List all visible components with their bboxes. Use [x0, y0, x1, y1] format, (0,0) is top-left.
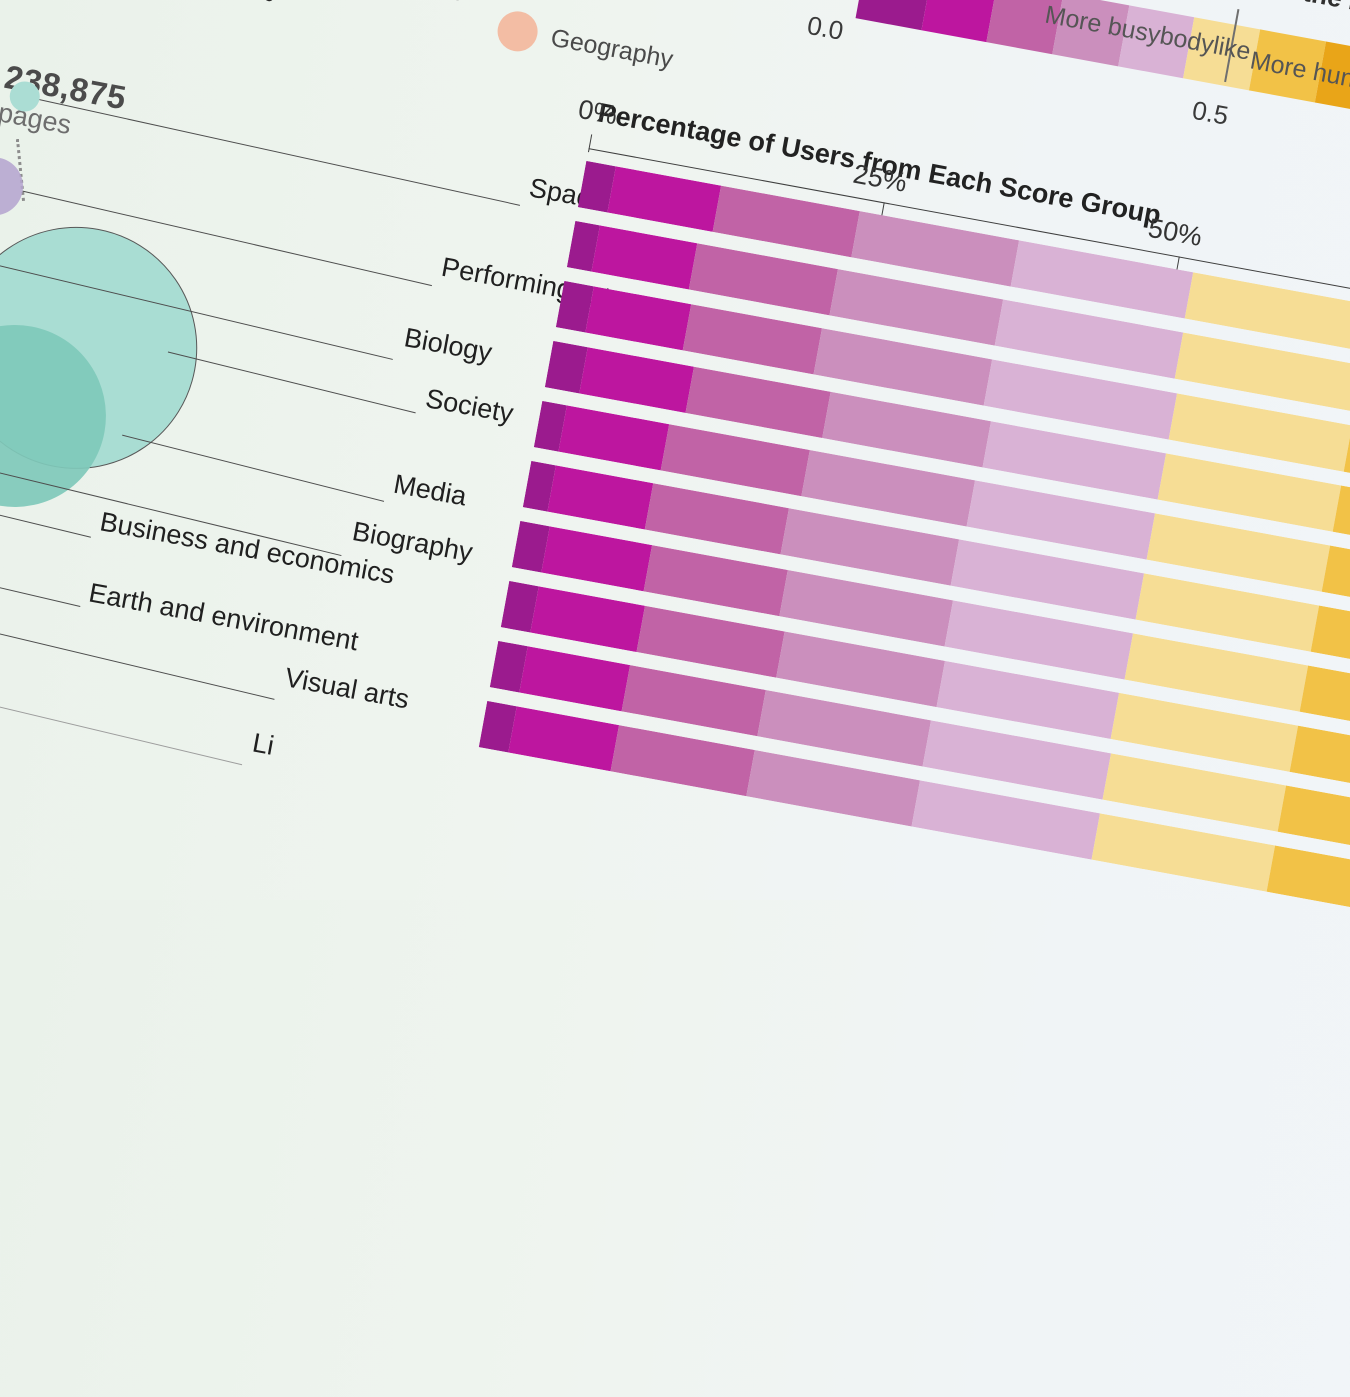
bar-segment	[529, 586, 645, 652]
bar-segment	[610, 724, 755, 797]
geography-dot	[494, 8, 541, 55]
bar-segment	[682, 304, 823, 375]
category-label-visual-arts[interactable]: Visual arts	[282, 662, 412, 715]
bar-segment	[1277, 785, 1350, 850]
bar-segment	[607, 166, 721, 232]
bar-segment	[540, 526, 652, 592]
bar-segment	[636, 605, 786, 678]
x-axis-tick-label-0: 0%	[575, 93, 620, 131]
bar-segment	[712, 185, 860, 258]
bar-segment	[585, 286, 691, 351]
bar-segment	[1299, 665, 1350, 730]
legend-item-geography[interactable]: Geography	[494, 8, 676, 79]
bar-segment	[1289, 725, 1350, 790]
infographic-canvas: ...egories History and society Culture G…	[0, 0, 1350, 900]
x-axis-tick-label-50: 50%	[1145, 212, 1205, 253]
legend-item-label: Geography	[548, 23, 676, 74]
bar-segment	[558, 405, 669, 471]
category-label-biology[interactable]: Biology	[401, 322, 495, 368]
bar-segment	[688, 243, 838, 316]
stacked-bar-group	[476, 160, 1350, 923]
bar-segment	[578, 347, 695, 414]
bar-segment	[643, 545, 788, 617]
legend-item-culture[interactable]: Culture	[507, 0, 647, 5]
circle-size-annotation: Circle sizes show number of pages visite…	[110, 0, 481, 39]
bar-segment	[621, 664, 766, 737]
bar-segment	[1310, 605, 1350, 670]
category-label-media[interactable]: Media	[391, 468, 470, 512]
color-scale-label-mid: 0.5	[1189, 94, 1231, 131]
color-scale-swatch	[921, 0, 998, 43]
bubble-performing-arts[interactable]	[0, 152, 28, 221]
bar-segment	[685, 366, 831, 439]
x-axis-tick-25	[881, 202, 885, 217]
bar-segment	[547, 465, 653, 530]
topic-bubble-cluster	[0, 0, 311, 761]
bar-segment	[644, 483, 790, 555]
category-label-society[interactable]: Society	[423, 383, 516, 429]
bar-segment	[507, 706, 619, 772]
color-scale-legend: Bar colors show users' score on the busy…	[805, 0, 1350, 131]
color-scale-label-low: 0.0	[804, 9, 846, 46]
bubble-space[interactable]	[7, 79, 43, 114]
bar-segment	[660, 424, 810, 497]
x-axis-tick-50	[1176, 256, 1180, 271]
bar-segment	[591, 225, 697, 290]
category-label-literature[interactable]: Li	[250, 727, 277, 761]
bar-segment	[518, 646, 630, 712]
